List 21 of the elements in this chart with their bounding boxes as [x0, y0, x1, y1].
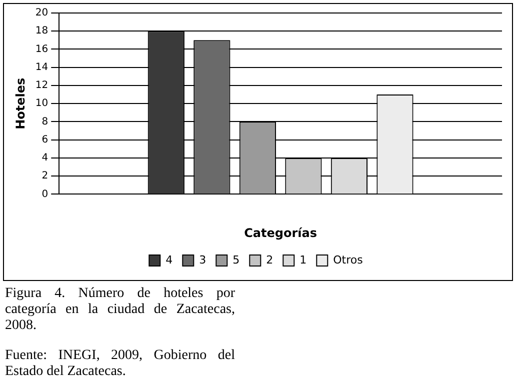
y-axis-title: Hoteles — [13, 78, 28, 130]
y-tick-label: 10 — [35, 98, 48, 110]
y-tick-label: 16 — [35, 44, 48, 55]
x-axis-title: Categorías — [244, 226, 318, 240]
y-tick-label: 8 — [42, 116, 48, 128]
legend-label: 1 — [300, 253, 307, 266]
source-note: Fuente: INEGI, 2009, Gobierno del Estado del Zacatecas. — [5, 348, 235, 380]
y-tick-label: 14 — [35, 62, 48, 73]
legend-label: 4 — [166, 253, 173, 266]
y-tick-label: 6 — [42, 134, 48, 146]
y-tick-label: 20 — [35, 8, 48, 19]
text: Figura 4. Número de hoteles por categoría en la ciudad de Zacatecas, 2008. — [5, 286, 235, 334]
y-tick-label: 2 — [42, 170, 48, 182]
legend-label: 2 — [266, 253, 274, 266]
y-tick-label: 4 — [42, 152, 48, 164]
legend-label: 3 — [199, 253, 206, 266]
legend-label: Otros — [333, 253, 364, 266]
y-tick-label: 12 — [35, 80, 48, 92]
legend-label: 5 — [232, 253, 240, 266]
y-tick-label: 0 — [42, 188, 48, 200]
y-tick-label: 18 — [35, 26, 48, 37]
